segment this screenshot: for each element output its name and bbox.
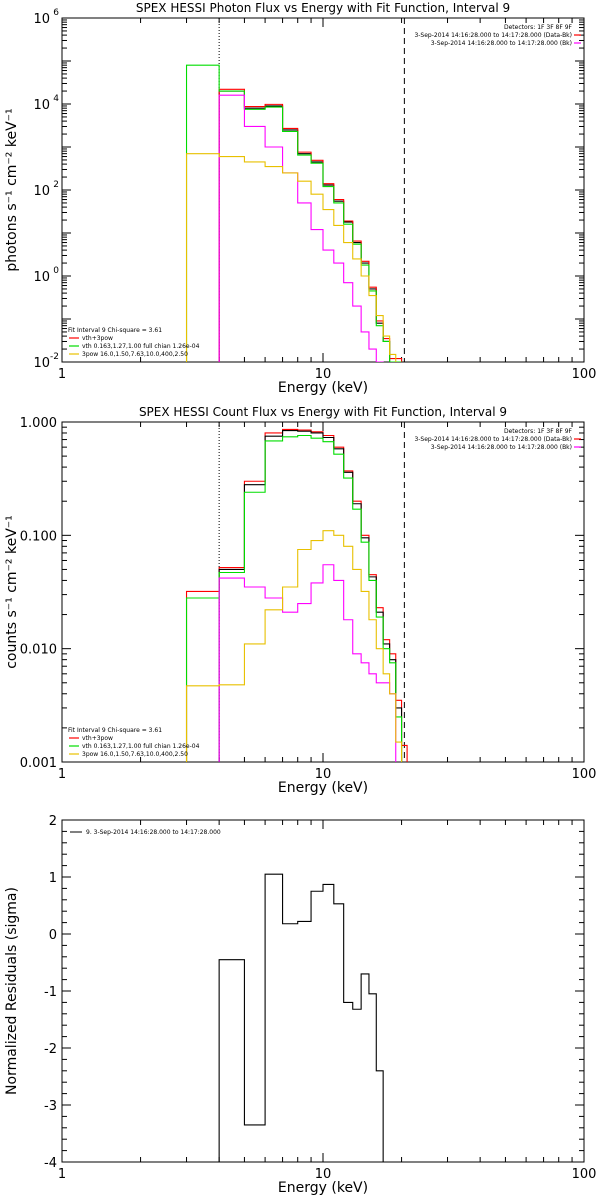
- x-tick-label: 1: [58, 767, 66, 782]
- legend-top-entry: Detectors: 1F 3F 8F 9F: [504, 428, 573, 435]
- legend-top-entry: 3-Sep-2014 14:16:28.000 to 14:17:28.000 …: [414, 436, 572, 443]
- x-tick-label: 10: [315, 767, 332, 782]
- plot-frame: [61, 421, 585, 763]
- x-tick-label: 10: [315, 1167, 332, 1182]
- chart-3: 1 10 100 Energy (keV) -4 -3 -2 -1 0 1 2 Normalized …: [4, 814, 596, 1196]
- legend-bottom-entry: vth+3pow: [82, 735, 113, 742]
- legend-bottom-entry: Fit Interval 9 Chi-square = 3.61: [68, 727, 162, 734]
- x-axis-label: Energy (keV): [278, 380, 368, 396]
- y-tick-exponent: 0: [53, 266, 59, 276]
- chart-title: SPEX HESSI Count Flux vs Energy with Fit…: [139, 405, 507, 419]
- plot-frame: [61, 17, 585, 363]
- legend-bottom-entry: vth+3pow: [82, 335, 113, 342]
- y-tick-label: 10: [33, 12, 50, 27]
- y-tick-label: 2: [49, 814, 57, 829]
- y-tick-label: -2: [44, 1042, 57, 1057]
- x-tick-label: 100: [572, 367, 597, 382]
- y-tick-label: 10: [33, 98, 50, 113]
- series-line: [218, 94, 391, 362]
- y-tick-exponent: 4: [53, 94, 59, 104]
- series-line: [218, 88, 408, 362]
- legend-bottom-entry: 3pow 16.0,1.50,7.63,10.0,400,2.50: [82, 351, 188, 358]
- x-tick-label: 100: [572, 1167, 597, 1182]
- chart-1: SPEX HESSI Photon Flux vs Energy with Fi…: [4, 1, 596, 396]
- series-line: [185, 530, 403, 762]
- x-tick-label: 1: [58, 1167, 66, 1182]
- x-tick-label: 1: [58, 367, 66, 382]
- y-tick-label: 10: [33, 356, 50, 371]
- y-tick-label: 0: [49, 928, 57, 943]
- y-axis-label: Normalized Residuals (sigma): [4, 887, 20, 1095]
- chart-title: SPEX HESSI Photon Flux vs Energy with Fi…: [136, 1, 510, 15]
- y-tick-exponent: -2: [50, 352, 59, 362]
- x-axis-label: Energy (keV): [278, 780, 368, 796]
- plot-frame: [61, 819, 585, 1163]
- series-line: [218, 564, 397, 762]
- x-tick-label: 100: [572, 767, 597, 782]
- legend-top-entry: 3-Sep-2014 14:16:28.000 to 14:17:28.000 …: [431, 40, 572, 47]
- y-tick-label: 0.100: [20, 529, 57, 544]
- y-tick-label: 1: [49, 871, 57, 886]
- y-tick-exponent: 2: [53, 180, 59, 190]
- series-line: [218, 430, 403, 762]
- y-axis-label: counts s⁻¹ cm⁻² keV⁻¹: [4, 515, 20, 669]
- y-axis-label: photons s⁻¹ cm⁻² keV⁻¹: [4, 108, 20, 271]
- y-tick-label: 10: [33, 184, 50, 199]
- series-line: [185, 434, 403, 762]
- chart-2: SPEX HESSI Count Flux vs Energy with Fit…: [4, 405, 596, 796]
- y-tick-label: 0.010: [20, 643, 57, 658]
- series-line: [185, 64, 402, 362]
- y-tick-label: 0.001: [20, 756, 57, 771]
- legend-top-entry: 3-Sep-2014 14:16:28.000 to 14:17:28.000 …: [414, 32, 572, 39]
- legend-bottom-entry: Fit Interval 9 Chi-square = 3.61: [68, 327, 162, 334]
- series-line: [218, 873, 384, 1162]
- x-axis-label: Energy (keV): [278, 1180, 368, 1196]
- series-line: [185, 153, 397, 362]
- legend-bottom-entry: vth 0.163,1.27,1.00 full chian 1.26e-04: [82, 743, 200, 750]
- y-tick-label: -3: [44, 1099, 57, 1114]
- y-tick-label: 10: [33, 270, 50, 285]
- legend-bottom-entry: 3pow 16.0,1.50,7.63,10.0,400,2.50: [82, 751, 188, 758]
- y-tick-exponent: 6: [53, 8, 59, 18]
- x-tick-label: 10: [315, 367, 332, 382]
- series-line: [218, 90, 402, 362]
- legend-bottom-entry: vth 0.163,1.27,1.00 full chian 1.26e-04: [82, 343, 200, 350]
- legend-top-entry: 3-Sep-2014 14:16:28.000 to 14:17:28.000 …: [431, 444, 572, 451]
- y-tick-label: -4: [44, 1156, 57, 1171]
- y-tick-label: 1.000: [20, 416, 57, 431]
- legend-top-entry: Detectors: 1F 3F 8F 9F: [504, 24, 573, 31]
- legend-top-left-entry: 9. 3-Sep-2014 14:16:28.000 to 14:17:28.0…: [86, 829, 221, 836]
- y-tick-label: -1: [44, 985, 57, 1000]
